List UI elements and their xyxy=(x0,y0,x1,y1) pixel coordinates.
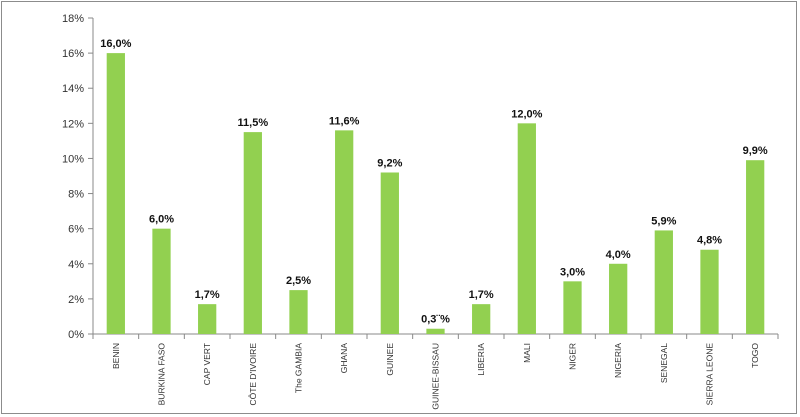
y-tick-label: 2% xyxy=(68,294,84,306)
data-label: 11,5% xyxy=(238,117,269,129)
data-label: 9,9% xyxy=(743,145,768,157)
bar xyxy=(472,304,491,334)
data-label: 3,0% xyxy=(560,266,585,278)
y-axis: 0% 2% 4% 6% 8% 10% 12% 14% 16% 18% xyxy=(62,13,94,341)
y-tick-label: 0% xyxy=(68,329,84,341)
bar xyxy=(654,230,673,334)
y-tick-label: 10% xyxy=(62,153,84,165)
y-tick-label: 14% xyxy=(62,83,84,95)
category-label: SIERRA LEONE xyxy=(705,343,715,406)
bar xyxy=(289,290,308,334)
category-label: LIBERIA xyxy=(476,343,486,376)
y-tick-label: 12% xyxy=(62,118,84,130)
y-tick-label: 6% xyxy=(68,224,84,236)
category-label: BENIN xyxy=(111,343,121,369)
bar xyxy=(152,228,171,334)
category-label: CAP VERT xyxy=(202,343,212,385)
data-label: 2,5% xyxy=(286,275,311,287)
data-label: 11,6% xyxy=(329,115,360,127)
category-label: MALI xyxy=(522,343,532,363)
bar xyxy=(380,172,399,334)
data-label: 0,3¨% xyxy=(421,314,450,326)
bar xyxy=(106,53,125,334)
category-label: GUINEE xyxy=(385,343,395,376)
category-label: NIGER xyxy=(568,343,578,370)
bars xyxy=(106,53,765,334)
data-label: 9,2% xyxy=(377,157,402,169)
category-label: GUINEE-BISSAU xyxy=(431,343,441,410)
bar xyxy=(746,160,765,334)
bar xyxy=(517,123,536,334)
category-label: BURKINA FASO xyxy=(157,343,167,406)
data-label: 4,8% xyxy=(697,235,722,247)
bar xyxy=(426,328,445,334)
data-label: 5,9% xyxy=(651,215,676,227)
bar xyxy=(198,304,217,334)
data-label: 6,0% xyxy=(149,214,174,226)
bar xyxy=(700,249,719,334)
y-tick-label: 16% xyxy=(62,48,84,60)
category-label: The GAMBIA xyxy=(294,343,304,393)
bar xyxy=(243,132,262,334)
category-label: CÔTE D'IVOIRE xyxy=(248,343,258,406)
category-label: NIGERIA xyxy=(613,343,623,378)
category-label: SENEGAL xyxy=(659,343,669,383)
data-label: 16,0% xyxy=(100,38,131,50)
data-labels: 16,0% 6,0% 1,7% 11,5% 2,5% 11,6% 9,2% 0,3¨% 1,7%… xyxy=(100,38,768,326)
category-label: GHANA xyxy=(339,343,349,374)
x-axis xyxy=(92,333,779,339)
bar xyxy=(563,281,582,334)
bar xyxy=(609,263,628,334)
data-label: 1,7% xyxy=(469,289,494,301)
bar xyxy=(335,130,354,334)
y-tick-label: 8% xyxy=(68,189,84,201)
y-tick-label: 18% xyxy=(62,13,84,25)
y-tick-label: 4% xyxy=(68,259,84,271)
data-label: 1,7% xyxy=(195,289,220,301)
category-labels: BENIN BURKINA FASO CAP VERT CÔTE D'IVOIRE Th… xyxy=(111,343,760,410)
category-label: TOGO xyxy=(750,343,760,368)
data-label: 12,0% xyxy=(511,108,542,120)
data-label: 4,0% xyxy=(606,249,631,261)
